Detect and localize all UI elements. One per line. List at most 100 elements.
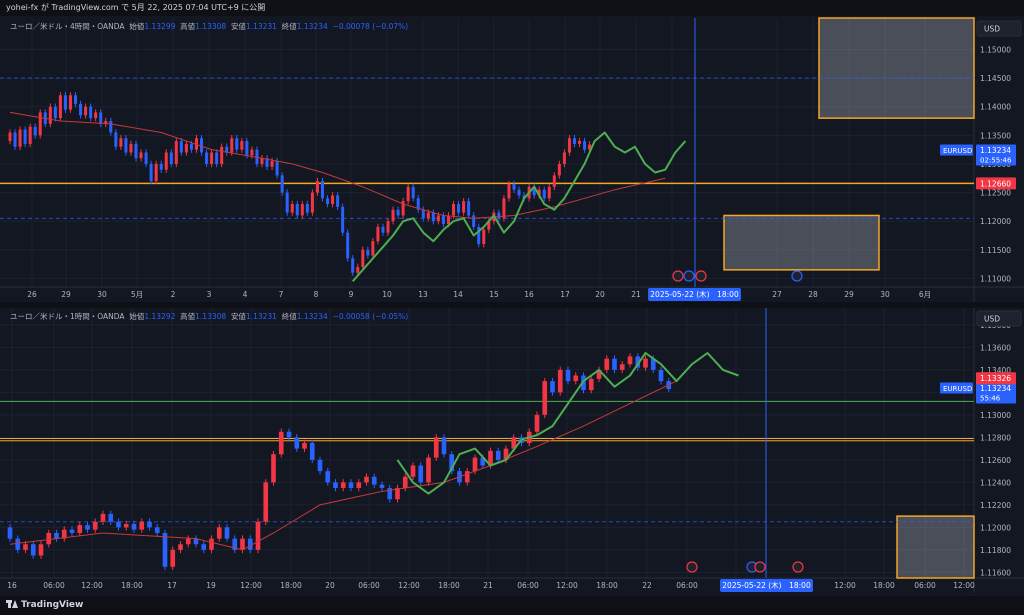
candle-body-1h: [61, 529, 67, 539]
price-tick-1h: 1.13600: [980, 343, 1011, 352]
candle-body-4h: [446, 215, 450, 225]
candle-body-4h: [562, 152, 566, 164]
price-tick-4h: 1.11000: [980, 274, 1011, 283]
time-tick-4h: 29: [844, 290, 854, 299]
candle-body-4h: [179, 141, 183, 153]
time-tick-4h: 30: [97, 290, 107, 299]
time-tick-4h: 3: [207, 290, 212, 299]
candle-body-4h: [68, 95, 72, 110]
time-tick-1h: 12:00: [398, 581, 420, 590]
candle-body-4h: [235, 138, 239, 150]
candle-body-4h: [210, 152, 214, 164]
candle-body-4h: [159, 163, 163, 170]
candle-body-4h: [23, 129, 27, 144]
level-label-1h: 1.13326: [980, 374, 1011, 383]
open-label-1h: 始値: [129, 312, 145, 321]
candle-body-4h: [104, 121, 108, 124]
candle-body-1h: [224, 527, 230, 539]
time-tick-4h: 14: [453, 290, 463, 299]
time-tick-4h: 27: [772, 290, 782, 299]
candle-body-1h: [286, 431, 292, 438]
candle-body-1h: [627, 356, 633, 365]
currency-label-4h: USD: [984, 25, 1000, 34]
candle-body-1h: [650, 358, 656, 370]
candle-body-4h: [305, 204, 309, 213]
candle-body-4h: [517, 189, 521, 196]
candle-body-1h: [612, 358, 617, 370]
last-price-4h: 1.13234: [980, 146, 1011, 155]
candle-body-4h: [74, 95, 78, 104]
candle-body-1h: [325, 471, 331, 483]
candle-body-1h: [379, 484, 385, 488]
candle-body-4h: [452, 204, 456, 216]
candle-body-4h: [300, 204, 304, 216]
candle-body-4h: [99, 112, 103, 124]
candle-body-1h: [309, 443, 315, 460]
price-tick-4h: 1.11500: [980, 246, 1011, 255]
event-icon-4h: [672, 270, 684, 282]
close-value-1h: 1.13234: [296, 312, 328, 321]
time-tick-4h: 2: [171, 290, 176, 299]
upper-zone-4h: [818, 17, 975, 119]
candle-body-4h: [547, 186, 551, 199]
time-tick-1h: 18:00: [873, 581, 895, 590]
candle-body-1h: [139, 521, 145, 530]
time-tick-1h: 18:00: [280, 581, 302, 590]
event-icon-4h: [791, 270, 803, 282]
candle-body-4h: [250, 149, 254, 156]
candle-body-4h: [89, 106, 93, 119]
candle-body-1h: [387, 488, 393, 500]
candle-body-1h: [271, 454, 276, 483]
last-price-1h: 1.13234: [980, 384, 1011, 393]
countdown-4h: 02:55:46: [980, 157, 1012, 165]
candle-body-4h: [351, 258, 355, 273]
candle-body-4h: [361, 249, 365, 267]
open-label-4h: 始値: [129, 22, 145, 31]
symbol-tag-4h: [940, 144, 973, 156]
candle-body-1h: [534, 414, 540, 432]
candle-body-4h: [482, 229, 486, 245]
candle-body-1h: [201, 544, 207, 550]
candle-body-4h: [588, 144, 592, 150]
candle-body-4h: [487, 221, 491, 230]
close-value-4h: 1.13234: [296, 22, 328, 31]
time-tick-1h: 12:00: [240, 581, 262, 590]
candle-body-4h: [315, 181, 319, 193]
candle-body-4h: [467, 201, 471, 216]
candle-body-4h: [94, 112, 98, 119]
candle-body-4h: [552, 175, 556, 187]
candle-body-4h: [215, 152, 219, 164]
candle-body-1h: [247, 538, 253, 550]
price-tick-1h: 1.12600: [980, 456, 1011, 465]
countdown-1h: 55:46: [980, 395, 1001, 403]
legend-1h: ユーロ／米ドル・1時間・OANDA 始値1.13292 高値1.13308 安値…: [10, 311, 408, 322]
high-label-1h: 高値: [180, 312, 196, 321]
event-icon-1h: [792, 561, 804, 573]
candle-body-4h: [431, 212, 435, 222]
candle-body-4h: [391, 209, 395, 222]
symbol-line-1h: ユーロ／米ドル・1時間・OANDA: [10, 312, 125, 321]
candle-body-1h: [348, 482, 354, 488]
candle-body-4h: [512, 183, 516, 190]
candle-body-4h: [572, 138, 576, 144]
candle-body-4h: [275, 161, 279, 176]
candle-body-4h: [38, 112, 42, 136]
candle-body-1h: [240, 538, 245, 550]
candle-body-1h: [255, 521, 261, 550]
tradingview-logo[interactable]: TradingView: [6, 600, 83, 610]
time-tick-1h: 22: [642, 581, 652, 590]
time-tick-4h: 29: [61, 290, 71, 299]
candle-body-1h: [216, 527, 222, 539]
time-tick-4h: 26: [27, 290, 37, 299]
candle-body-4h: [149, 163, 153, 182]
candle-body-4h: [356, 266, 360, 273]
candle-body-1h: [573, 375, 579, 382]
candle-body-4h: [154, 163, 158, 182]
candle-body-4h: [13, 132, 17, 147]
candle-body-4h: [63, 95, 67, 110]
event-icon-1h: [754, 561, 766, 573]
candle-body-4h: [220, 146, 224, 164]
currency-badge-4h: [976, 20, 1022, 37]
candle-body-1h: [426, 457, 431, 483]
